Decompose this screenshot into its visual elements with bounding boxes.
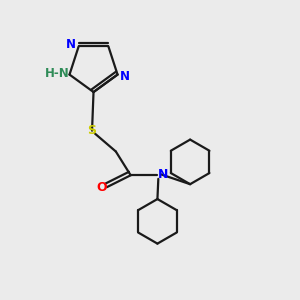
Text: S: S (88, 124, 97, 137)
Text: N: N (66, 38, 76, 51)
Text: N: N (120, 70, 130, 83)
Text: O: O (96, 181, 107, 194)
Text: N: N (158, 168, 168, 181)
Text: H-N: H-N (45, 68, 70, 80)
